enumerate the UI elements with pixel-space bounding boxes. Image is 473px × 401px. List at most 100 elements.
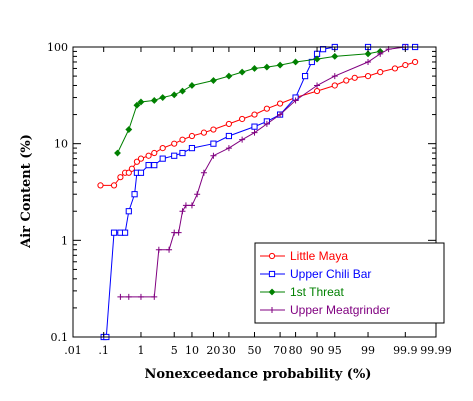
data-point [365,58,372,65]
data-point [251,65,258,72]
data-point [411,58,419,66]
data-point [179,136,186,143]
data-point [210,77,217,84]
data-point [125,169,132,176]
legend: Little Maya Upper Chili Bar 1st Threat Uppe… [254,242,445,324]
legend-label: Little Maya [290,249,348,263]
data-point [151,162,158,169]
x-tick-label: 50 [248,344,262,357]
x-tick-label: 20 [206,344,220,357]
data-point [239,136,246,143]
data-point [251,129,258,136]
data-point [277,111,284,118]
x-tick-label: 90 [310,344,324,357]
data-point [210,152,217,159]
data-point [351,74,358,81]
x-tick-label: 1 [137,344,144,357]
data-point [263,120,270,127]
x-tick-label: 95 [328,344,342,357]
data-point [110,229,118,236]
legend-item: 1st Threat [260,285,344,299]
data-point [364,72,372,80]
data-point [188,144,196,152]
data-point [377,50,384,57]
data-point [155,246,162,253]
data-point [239,115,246,123]
data-point [145,152,152,159]
legend-box [254,242,445,324]
y-tick-label: 0.1 [51,331,69,344]
data-point [200,129,208,136]
data-point [276,100,284,107]
series-little-maya [97,58,419,189]
data-point [364,50,372,58]
series-upper-meatgrinder [117,44,409,300]
y-tick-label: 10 [54,138,68,151]
legend-item: Upper Meatgrinder [260,303,390,317]
legend-marker [268,288,276,296]
data-point [225,72,233,80]
data-point [313,50,321,57]
data-point [145,162,152,169]
data-point [276,61,284,69]
legend-label: 1st Threat [290,285,344,299]
axes-layer: .01 .1 1 5 10 20 30 50 70 80 90 95 99 99.9 99.99 0.1 1 10… [47,41,452,357]
x-tick-label: 99 [361,344,375,357]
x-tick-label: 70 [273,344,287,357]
data-point [225,145,232,152]
x-tick-label: 30 [222,344,236,357]
data-point [210,126,217,133]
data-point [166,246,173,253]
data-point [110,182,118,189]
data-point [159,94,167,101]
x-tick-label: 10 [185,344,199,357]
data-point [251,123,258,130]
x-tick-label: .1 [98,344,109,357]
data-point [391,65,399,72]
data-point [128,165,135,172]
x-tick-label: 5 [171,344,178,357]
data-point [377,68,384,76]
legend-marker [269,307,275,313]
data-point [225,132,233,140]
data-point [188,132,196,140]
data-point [133,158,141,165]
data-point [133,101,141,109]
data-point [331,82,338,89]
series-1st-threat [114,47,384,157]
data-point [131,191,138,198]
series-line [117,50,381,154]
data-point [188,82,196,89]
data-point [225,120,233,128]
data-point [313,55,321,63]
x-axis-title: Nonexceedance probability (%) [145,367,372,382]
data-point [175,229,182,236]
data-point [188,202,195,209]
legend-marker [268,252,276,260]
y-axis-title: Air Content (%) [19,134,34,249]
data-point [117,293,124,300]
data-point [150,97,158,104]
x-tick-label: 80 [289,344,303,357]
x-tick-label: 99.99 [420,344,452,357]
data-point [263,105,270,112]
data-point [137,155,145,162]
data-point [331,73,338,80]
data-point [117,174,124,181]
data-point [151,293,158,300]
data-point [159,144,166,152]
data-point [170,91,178,99]
data-point [343,77,350,84]
data-point [314,82,321,89]
legend-item: Upper Chili Bar [260,267,371,281]
data-point [292,58,299,66]
data-point [179,208,186,215]
data-point [238,68,246,76]
data-point [97,182,104,189]
data-point [125,293,132,300]
y-tick-label: 100 [47,41,68,54]
data-point [200,169,207,176]
data-point [137,293,144,300]
data-point [301,72,309,80]
